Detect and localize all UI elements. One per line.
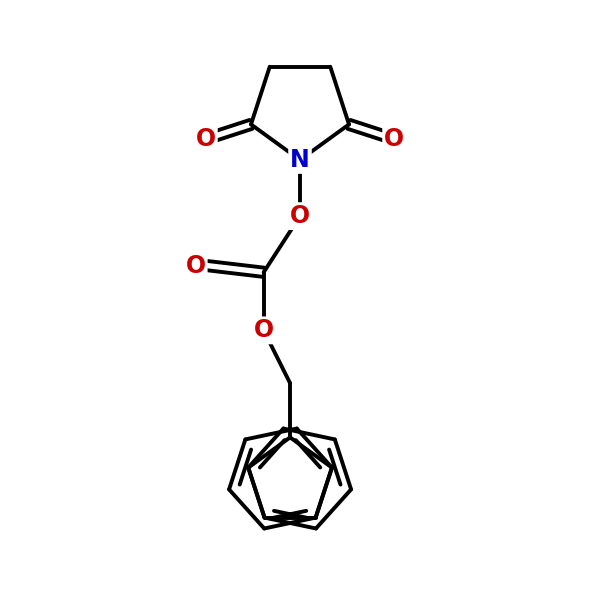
Text: O: O	[196, 127, 216, 151]
Text: O: O	[254, 319, 274, 343]
Text: O: O	[290, 204, 310, 228]
Text: N: N	[290, 148, 310, 172]
Text: O: O	[185, 254, 206, 278]
Text: O: O	[384, 127, 404, 151]
